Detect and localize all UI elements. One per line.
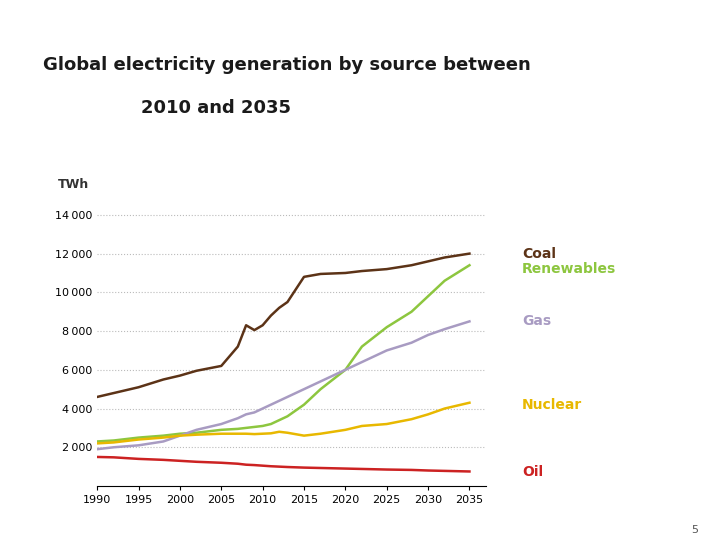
Text: Oil: Oil (522, 465, 543, 479)
Text: 5: 5 (691, 524, 698, 535)
Text: Renewables: Renewables (522, 262, 616, 276)
Text: Gas: Gas (522, 314, 551, 328)
Text: Global electricity generation by source between: Global electricity generation by source … (43, 56, 531, 74)
Text: Nuclear: Nuclear (522, 397, 582, 411)
Text: 2010 and 2035: 2010 and 2035 (141, 99, 291, 117)
Text: TWh: TWh (58, 178, 89, 191)
Text: Coal: Coal (522, 247, 556, 261)
